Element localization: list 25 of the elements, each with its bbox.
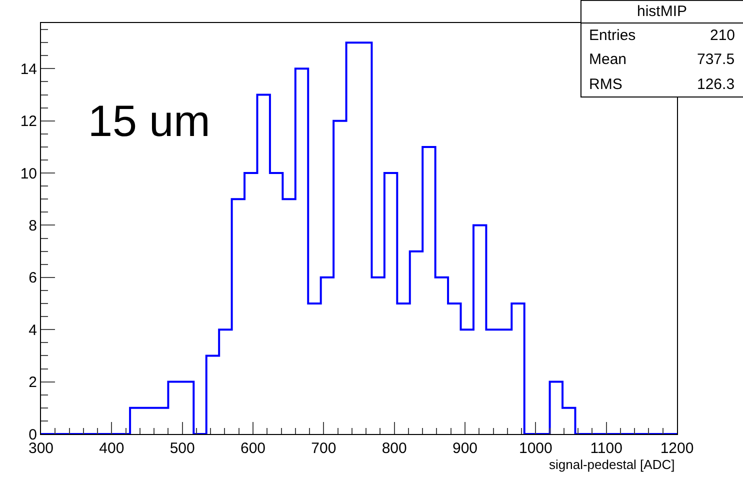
- x-tick-label: 700: [311, 440, 336, 457]
- y-tick-label: 10: [20, 165, 37, 182]
- y-tick-label: 8: [28, 217, 37, 234]
- text: 210: [710, 27, 736, 44]
- annotation: Entries: [589, 27, 636, 44]
- text: 737.5: [697, 51, 735, 68]
- x-tick-label: 600: [240, 440, 266, 457]
- text: 126.3: [697, 76, 735, 93]
- x-tick-label: 1100: [590, 440, 622, 457]
- annotation: RMS: [589, 76, 622, 93]
- y-tick-label: 14: [20, 60, 37, 78]
- y-tick-label: 6: [28, 270, 37, 287]
- x-tick-label: 1000: [518, 440, 552, 457]
- x-axis-title: signal-pedestal [ADC]: [549, 457, 675, 472]
- x-tick-label: 900: [452, 440, 478, 457]
- text: histMIP: [637, 3, 688, 20]
- annotation: 15 um: [88, 97, 210, 146]
- y-tick-label: 4: [28, 322, 37, 339]
- annotation: Mean: [589, 51, 627, 68]
- x-tick-label: 400: [99, 440, 124, 457]
- y-tick-label: 2: [28, 374, 37, 392]
- x-tick-label: 1200: [660, 440, 694, 457]
- x-tick-label: 500: [170, 440, 195, 457]
- x-tick-label: 800: [382, 440, 407, 457]
- y-tick-label: 12: [20, 113, 37, 130]
